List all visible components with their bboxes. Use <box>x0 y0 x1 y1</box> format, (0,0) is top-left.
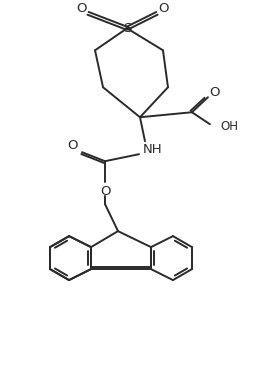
Text: OH: OH <box>220 120 238 133</box>
Text: S: S <box>123 22 131 35</box>
Text: O: O <box>67 139 77 152</box>
Text: O: O <box>159 2 169 15</box>
Text: O: O <box>76 2 86 15</box>
Text: NH: NH <box>143 143 163 156</box>
Text: O: O <box>210 86 220 99</box>
Text: O: O <box>100 185 110 198</box>
